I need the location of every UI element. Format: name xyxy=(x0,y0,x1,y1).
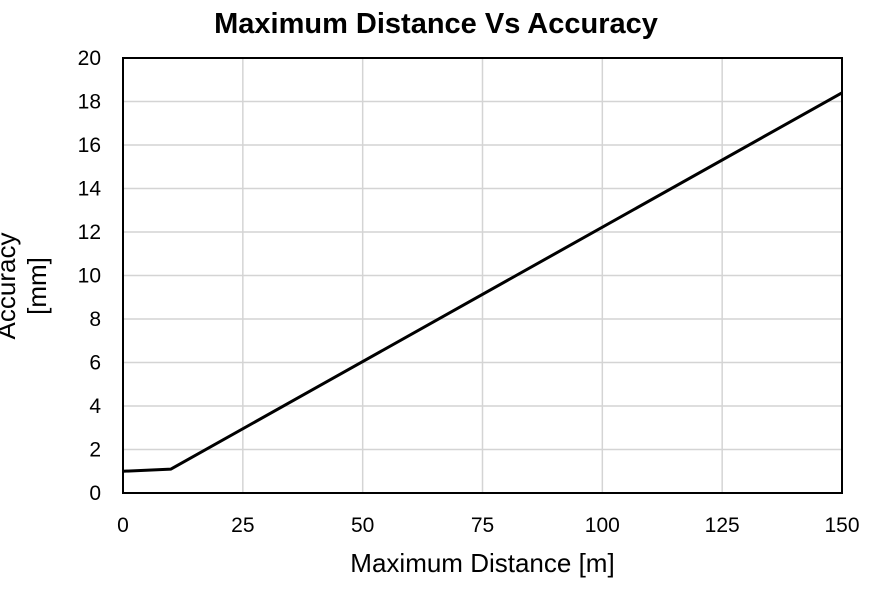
y-tick-label: 2 xyxy=(89,439,101,462)
x-tick-label: 125 xyxy=(705,514,740,537)
y-tick-label: 18 xyxy=(78,91,101,114)
y-tick-label: 20 xyxy=(78,47,101,70)
x-tick-label: 150 xyxy=(824,514,859,537)
axis-ticks: 0 25 50 75 100 125 150 0 2 4 6 8 10 12 14 16 18 20 xyxy=(78,47,860,537)
x-tick-label: 75 xyxy=(471,514,494,537)
y-tick-label: 10 xyxy=(78,265,101,288)
x-tick-label: 100 xyxy=(585,514,620,537)
x-axis-label: Maximum Distance [m] xyxy=(350,548,615,578)
y-tick-label: 16 xyxy=(78,134,101,157)
x-tick-label: 0 xyxy=(117,514,129,537)
x-tick-label: 25 xyxy=(231,514,254,537)
y-tick-label: 4 xyxy=(89,395,101,418)
data-line xyxy=(122,91,843,473)
y-tick-label: 14 xyxy=(78,178,102,201)
x-tick-label: 50 xyxy=(351,514,374,537)
y-tick-label: 0 xyxy=(89,482,101,505)
y-tick-label: 8 xyxy=(89,308,101,331)
y-tick-label: 12 xyxy=(78,221,101,244)
y-tick-label: 6 xyxy=(89,352,101,375)
grid-lines xyxy=(122,57,843,494)
plot-frame xyxy=(122,57,843,494)
chart-title: Maximum Distance Vs Accuracy xyxy=(214,8,658,40)
